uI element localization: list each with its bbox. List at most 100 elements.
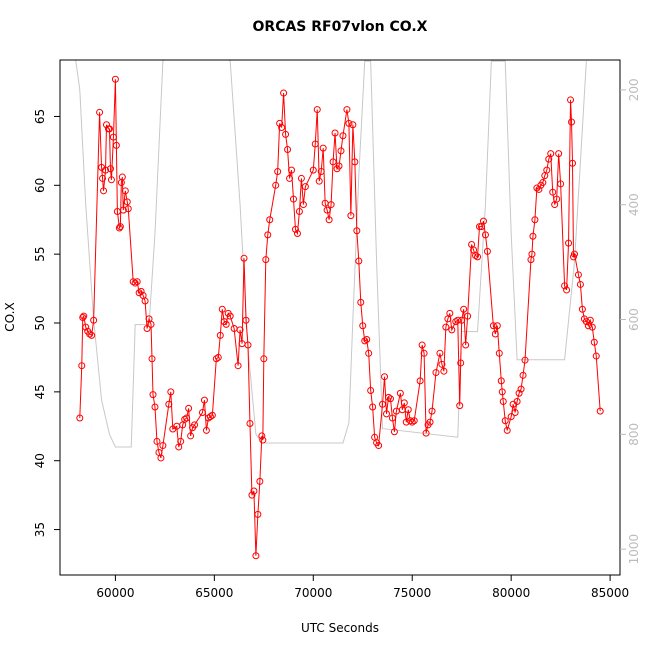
data-point [159, 442, 167, 450]
data-point [535, 185, 543, 193]
y-tick-label: 35 [33, 522, 47, 537]
data-point [483, 247, 491, 255]
data-point [418, 341, 426, 349]
y2-tick-label: 200 [627, 78, 641, 101]
data-point [381, 373, 389, 381]
data-point [131, 279, 139, 287]
data-point [325, 216, 333, 224]
data-point [250, 487, 258, 495]
data-point [590, 338, 598, 346]
data-point [386, 395, 394, 403]
data-point [82, 323, 90, 331]
data-point [105, 125, 113, 133]
data-point [242, 316, 250, 324]
data-point [286, 174, 294, 182]
data-point [369, 403, 377, 411]
data-point [457, 359, 465, 367]
data-point [218, 305, 226, 313]
y-tick-label: 55 [33, 247, 47, 262]
data-point [539, 179, 547, 187]
data-point [311, 140, 319, 148]
data-point [446, 309, 454, 317]
data-point [165, 400, 173, 408]
data-point [264, 231, 272, 239]
data-point [547, 150, 555, 158]
pressure-line [75, 60, 587, 448]
data-point [106, 165, 114, 173]
data-point [574, 271, 582, 279]
data-point [198, 409, 206, 417]
data-point [495, 349, 503, 357]
data-point [214, 353, 222, 361]
data-point [137, 287, 145, 295]
data-point [349, 121, 357, 129]
data-point [396, 389, 404, 397]
data-point [426, 418, 434, 426]
data-point [367, 386, 375, 394]
data-point [99, 174, 107, 182]
data-point [570, 250, 578, 258]
data-point [248, 491, 256, 499]
data-point [379, 400, 387, 408]
data-point [363, 336, 371, 344]
data-point [543, 166, 551, 174]
data-point [555, 150, 563, 158]
data-point [234, 362, 242, 370]
data-point [460, 305, 468, 313]
y-tick-label: 65 [33, 109, 47, 124]
data-point [157, 454, 165, 462]
data-point [236, 326, 244, 334]
data-point [96, 108, 104, 116]
data-point [76, 414, 84, 422]
data-point [557, 180, 565, 188]
data-point [531, 216, 539, 224]
data-point [384, 393, 392, 401]
data-point [116, 223, 124, 231]
data-point [252, 552, 260, 560]
x-axis-label: UTC Seconds [301, 621, 379, 635]
data-point [147, 320, 155, 328]
data-point [404, 406, 412, 414]
data-point [347, 212, 355, 220]
data-point [388, 414, 396, 422]
data-point [187, 432, 195, 440]
data-point [567, 96, 575, 104]
data-point [315, 177, 323, 185]
data-point [129, 278, 137, 286]
data-point [216, 331, 224, 339]
x-tick-label: 85000 [591, 586, 629, 600]
data-point [491, 330, 499, 338]
data-point [148, 355, 156, 363]
x-tick-label: 60000 [96, 586, 134, 600]
data-point [88, 331, 96, 339]
data-point [422, 429, 430, 437]
data-point [133, 278, 141, 286]
data-point [476, 223, 484, 231]
data-point [118, 173, 126, 181]
data-point [353, 227, 361, 235]
data-point [442, 323, 450, 331]
y-axis-label: CO.X [3, 302, 17, 331]
data-point [244, 341, 252, 349]
x-tick-label: 80000 [492, 586, 530, 600]
data-line [79, 79, 601, 556]
data-point [185, 404, 193, 412]
data-point [503, 426, 511, 434]
data-point [183, 414, 191, 422]
data-point [561, 282, 569, 290]
data-point [329, 158, 337, 166]
data-point [464, 312, 472, 320]
data-point [511, 409, 519, 417]
data-point [258, 432, 266, 440]
data-point [440, 367, 448, 375]
data-point [262, 256, 270, 264]
data-point [357, 298, 365, 306]
data-point [167, 388, 175, 396]
data-point [454, 316, 462, 324]
data-point [124, 205, 132, 213]
data-point [479, 217, 487, 225]
x-tick-label: 75000 [393, 586, 431, 600]
data-point [260, 355, 268, 363]
data-point [456, 402, 464, 410]
data-point [588, 323, 596, 331]
